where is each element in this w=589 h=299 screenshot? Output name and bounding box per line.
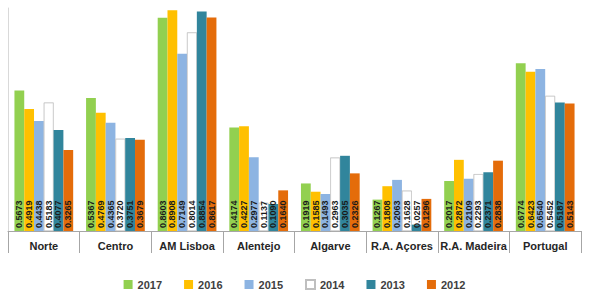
svg-text:0.3679: 0.3679: [135, 200, 145, 228]
svg-text:0.4174: 0.4174: [229, 200, 239, 228]
svg-text:0.1919: 0.1919: [301, 200, 311, 228]
svg-text:0.8014: 0.8014: [187, 200, 197, 228]
svg-text:0.8854: 0.8854: [197, 200, 207, 228]
svg-text:Alentejo: Alentejo: [237, 240, 281, 252]
svg-text:0.8908: 0.8908: [167, 200, 177, 228]
svg-text:Centro: Centro: [98, 240, 134, 252]
svg-text:Portugal: Portugal: [523, 240, 568, 252]
svg-text:0.2977: 0.2977: [249, 200, 259, 228]
svg-text:0.4438: 0.4438: [34, 200, 44, 228]
svg-text:R.A. Madeira: R.A. Madeira: [440, 240, 508, 252]
svg-text:2012: 2012: [441, 279, 465, 291]
svg-text:0.2109: 0.2109: [464, 200, 474, 228]
svg-text:2016: 2016: [198, 279, 222, 291]
svg-text:Algarve: Algarve: [310, 240, 350, 252]
svg-text:0.5367: 0.5367: [86, 200, 96, 228]
svg-text:0.1296: 0.1296: [421, 200, 431, 228]
svg-text:0.2063: 0.2063: [392, 200, 402, 228]
svg-text:0.6774: 0.6774: [516, 200, 526, 228]
svg-text:0.2371: 0.2371: [483, 200, 493, 228]
svg-text:0.3751: 0.3751: [125, 200, 135, 228]
svg-text:2017: 2017: [138, 279, 162, 291]
svg-text:2014: 2014: [320, 279, 345, 291]
svg-text:0.1493: 0.1493: [320, 200, 330, 228]
svg-text:0.1808: 0.1808: [382, 200, 392, 228]
svg-text:0.2963: 0.2963: [330, 200, 340, 228]
svg-text:0.2872: 0.2872: [454, 200, 464, 228]
svg-text:0.5183: 0.5183: [44, 200, 54, 228]
svg-text:0.7149: 0.7149: [177, 200, 187, 228]
svg-text:0.2838: 0.2838: [493, 200, 503, 228]
svg-text:0.2293: 0.2293: [473, 200, 483, 228]
svg-text:0.1137: 0.1137: [259, 201, 269, 228]
svg-text:0.1628: 0.1628: [402, 200, 412, 228]
svg-text:0.5143: 0.5143: [565, 200, 575, 228]
svg-text:0.5452: 0.5452: [545, 200, 555, 228]
svg-text:0.3265: 0.3265: [63, 200, 73, 228]
svg-text:0.4077: 0.4077: [53, 200, 63, 228]
svg-text:0.2326: 0.2326: [350, 200, 360, 228]
svg-text:2015: 2015: [259, 279, 283, 291]
svg-text:0.3720: 0.3720: [115, 200, 125, 228]
svg-text:0.1640: 0.1640: [278, 200, 288, 228]
svg-text:0.4769: 0.4769: [96, 200, 106, 228]
svg-text:0.1585: 0.1585: [311, 200, 321, 228]
svg-text:0.3035: 0.3035: [340, 200, 350, 228]
svg-text:0.4227: 0.4227: [239, 200, 249, 228]
svg-text:R.A. Açores: R.A. Açores: [371, 240, 433, 252]
svg-text:0.6540: 0.6540: [535, 200, 545, 228]
svg-text:0.0257: 0.0257: [412, 200, 422, 228]
svg-text:0.4365: 0.4365: [106, 200, 116, 228]
svg-text:0.1267: 0.1267: [372, 200, 382, 228]
svg-text:0.1090: 0.1090: [268, 200, 278, 228]
svg-text:0.2017: 0.2017: [444, 200, 454, 228]
svg-text:0.5673: 0.5673: [14, 200, 24, 228]
svg-text:Norte: Norte: [29, 240, 58, 252]
svg-text:0.6423: 0.6423: [526, 200, 536, 228]
svg-text:0.8617: 0.8617: [207, 200, 217, 228]
svg-text:2013: 2013: [380, 279, 404, 291]
svg-text:AM Lisboa: AM Lisboa: [159, 240, 215, 252]
svg-text:0.4919: 0.4919: [24, 200, 34, 228]
svg-text:0.8603: 0.8603: [158, 200, 168, 228]
svg-text:0.5187: 0.5187: [555, 200, 565, 228]
